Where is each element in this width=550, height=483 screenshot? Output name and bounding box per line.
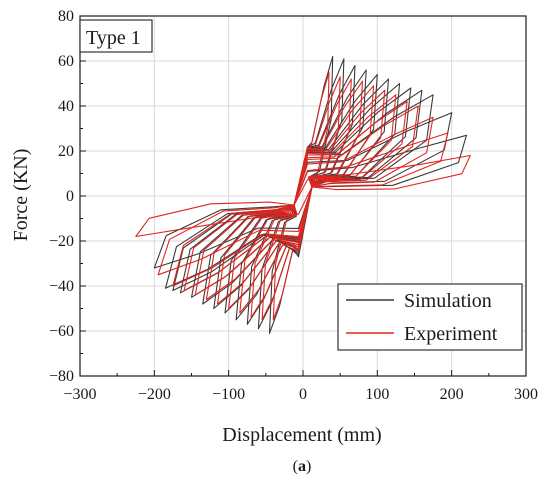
loop-simulation-3 (246, 64, 356, 325)
y-tick-label: 40 (58, 98, 74, 115)
legend-label-experiment: Experiment (404, 323, 498, 345)
loop-experiment-8 (194, 100, 408, 296)
panel-label: Type 1 (86, 27, 141, 49)
y-tick-label: 20 (58, 143, 74, 160)
x-tick-label: −300 (63, 386, 96, 403)
x-tick-label: 200 (440, 386, 464, 403)
panel-label-box: Type 1 (79, 19, 153, 53)
caption-close: ) (306, 458, 311, 475)
caption-open: ( (293, 458, 298, 475)
y-tick-label: 0 (66, 188, 74, 205)
y-axis-label: Force (KN) (10, 149, 32, 242)
legend-label-simulation: Simulation (404, 290, 492, 312)
loop-experiment-5 (228, 85, 375, 310)
loop-experiment-3 (250, 78, 352, 319)
loop-experiment-9 (183, 105, 419, 292)
legend-frame (337, 283, 523, 351)
y-tick-label: −80 (49, 368, 74, 385)
y-tick-label: −20 (49, 233, 74, 250)
loop-simulation-12 (153, 134, 468, 269)
loop-experiment-11 (157, 132, 449, 276)
caption-letter: a (298, 458, 306, 475)
legend: Simulation Experiment (337, 283, 523, 351)
y-tick-label: 80 (58, 8, 74, 25)
y-tick-label: 60 (58, 53, 74, 70)
loop-experiment-7 (205, 94, 397, 301)
grid-lines (80, 16, 526, 376)
panel-label-frame (79, 19, 153, 53)
series-experiment (135, 71, 471, 321)
x-tick-label: 0 (299, 386, 307, 403)
curve-layer (135, 55, 471, 334)
y-tick-label: −40 (49, 278, 74, 295)
loop-experiment-12 (135, 154, 471, 238)
x-tick-label: 300 (514, 386, 538, 403)
loop-simulation-2 (257, 58, 345, 330)
y-tick-label: −60 (49, 323, 74, 340)
loop-experiment-10 (172, 116, 434, 287)
x-tick-label: −100 (212, 386, 245, 403)
axis-ticks: −300 −200 −100 0 100 200 300−80−60−40−20020406… (49, 8, 538, 403)
x-axis-label: Displacement (mm) (222, 424, 381, 446)
figure-caption: (a) (293, 458, 312, 475)
x-tick-label: 100 (365, 386, 389, 403)
x-tick-label: −200 (138, 386, 171, 403)
loop-experiment-6 (216, 89, 386, 305)
